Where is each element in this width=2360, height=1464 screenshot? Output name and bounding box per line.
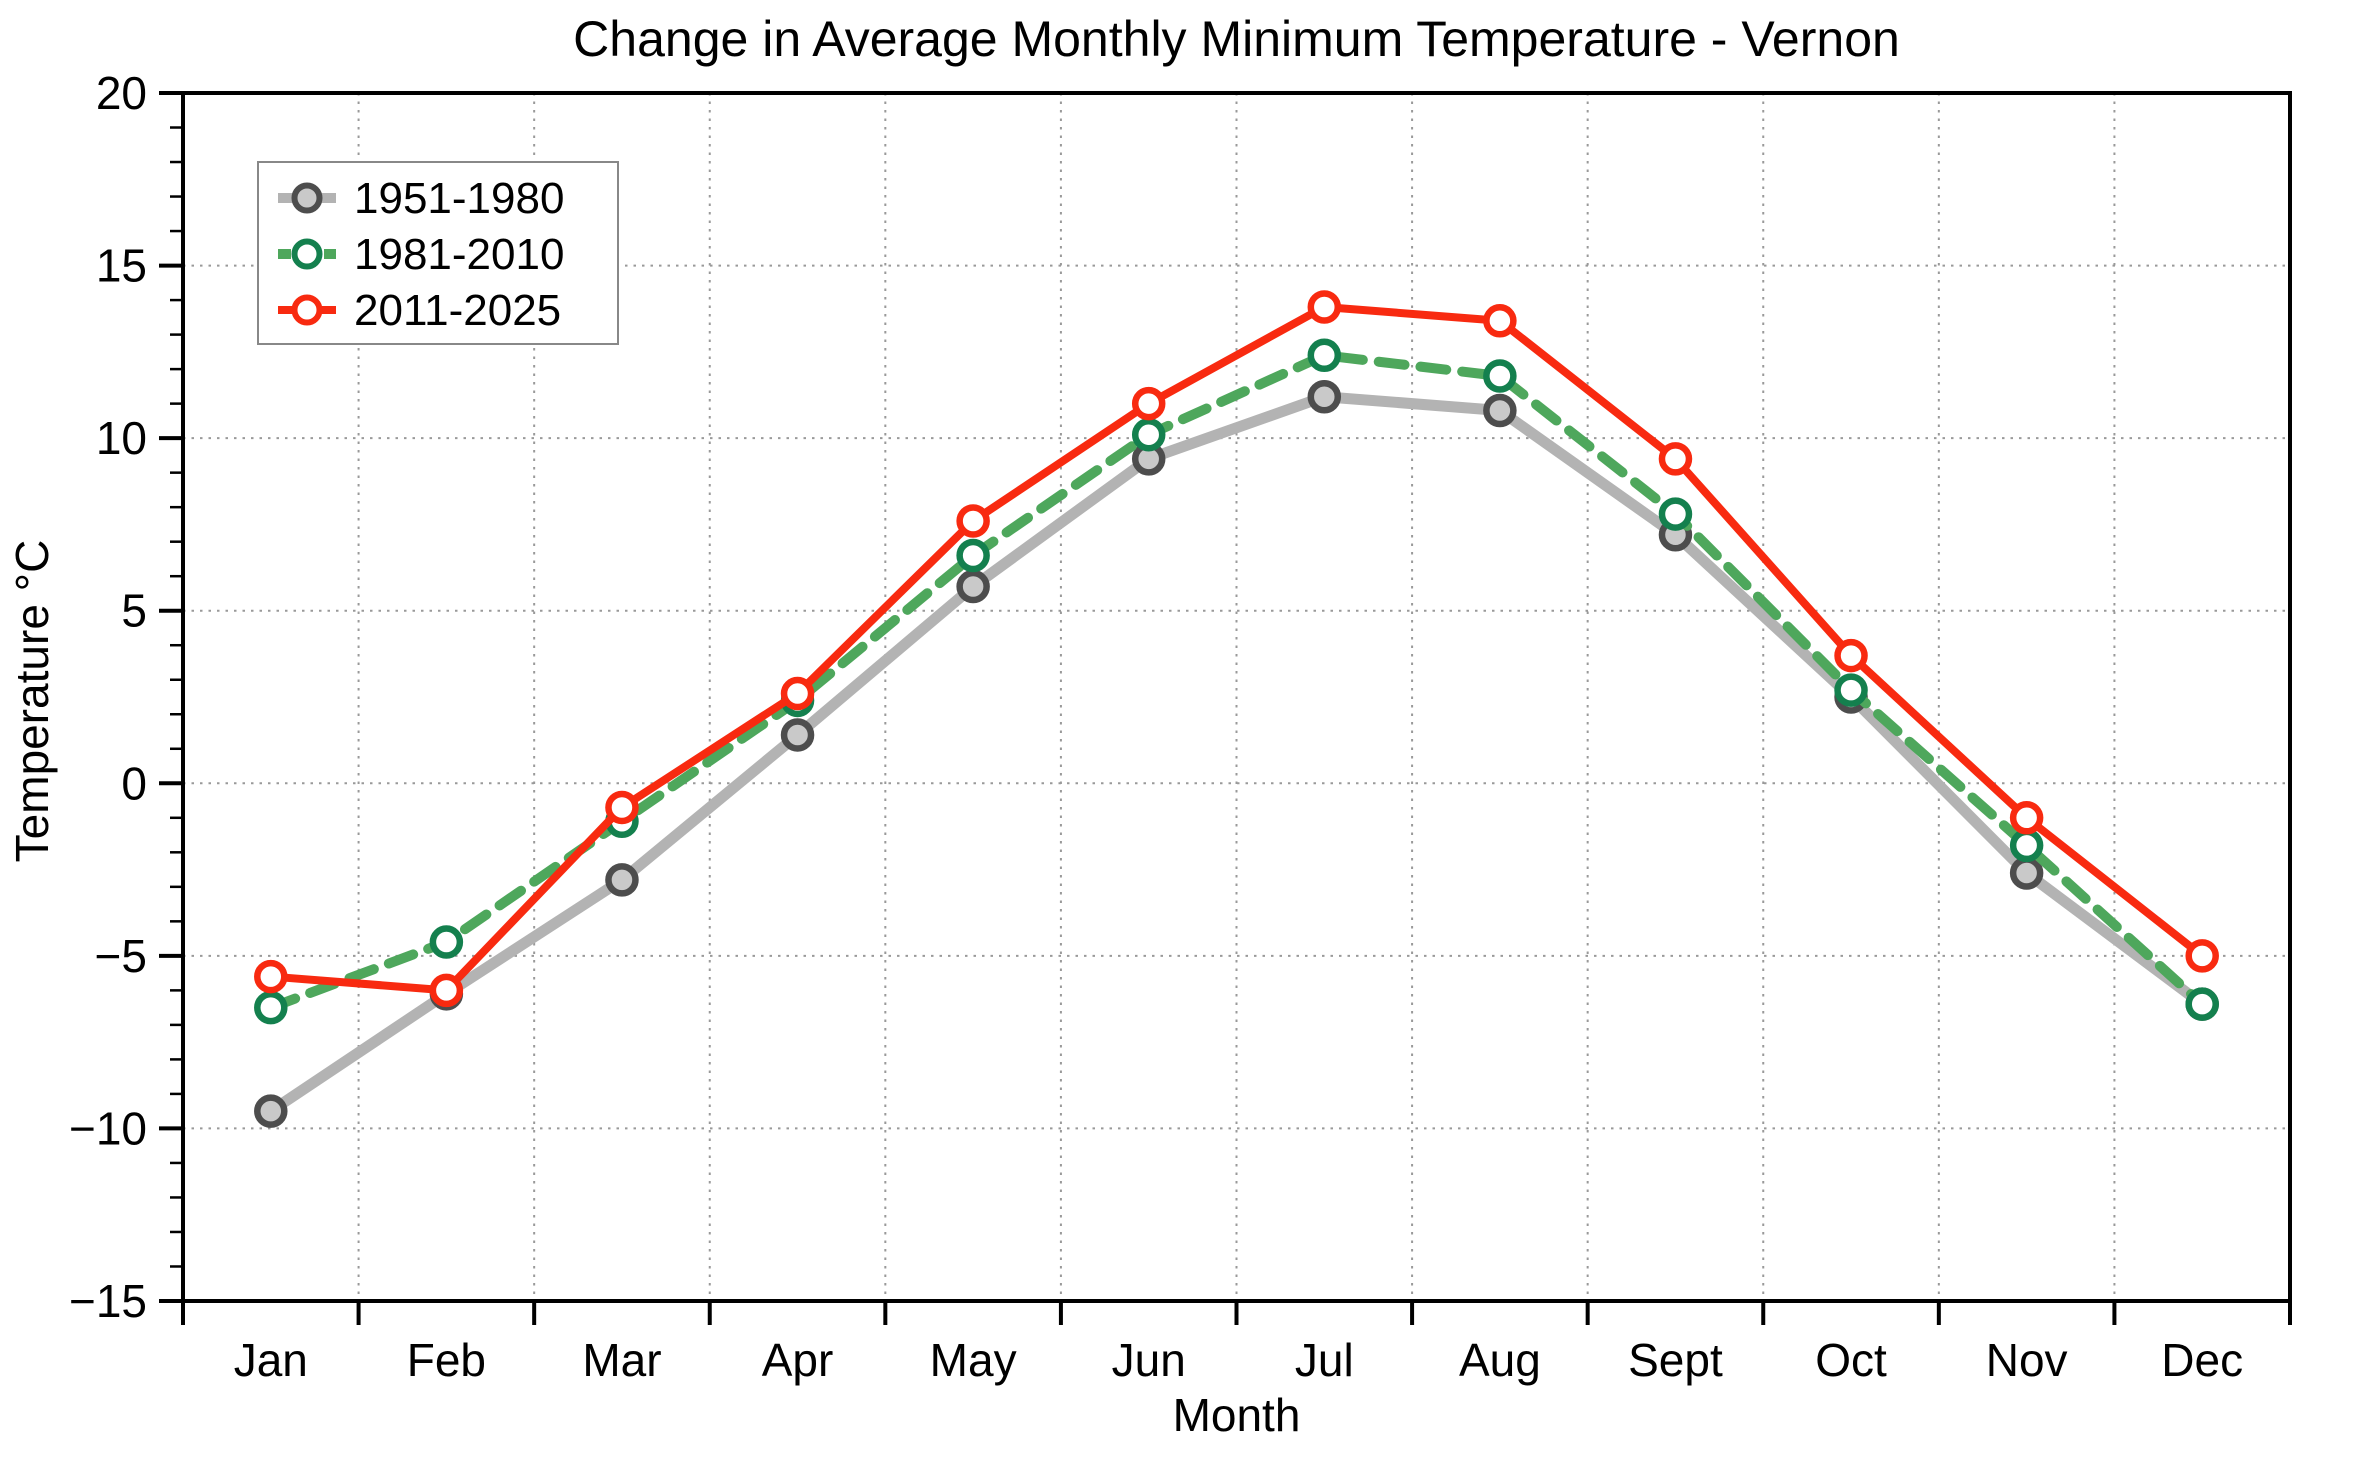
marker-1951-1980-Nov [2009, 856, 2044, 890]
y-tick-label: −10 [69, 1102, 147, 1154]
y-tick-label: 5 [121, 585, 147, 637]
marker-1951-1980-Mar [605, 863, 639, 897]
plot-frame [181, 91, 2292, 1303]
marker-2011-2025-Feb [429, 973, 464, 1008]
series-line [265, 391, 2208, 1117]
axis-ticks: 20 15 10 5 0 −5 −10 −15 Jan Feb Mar Apr May Jun Jul Aug… [69, 67, 2292, 1386]
y-tick-label: −15 [69, 1275, 147, 1327]
x-axis-label: Month [1172, 1389, 1301, 1441]
marker-2011-2025-Mar [605, 790, 639, 825]
x-tick-label: Mar [582, 1334, 661, 1386]
marker-1981-2010-Oct [1834, 673, 1868, 707]
marker-1951-1980-Jul [1307, 379, 1342, 414]
series-line [266, 302, 2207, 995]
legend-entry-1981-2010: 1981-2010 [278, 230, 564, 279]
marker-2011-2025-Oct [1834, 638, 1868, 673]
marker-2011-2025-Jun [1131, 386, 1166, 421]
marker-1981-2010-Jul [1307, 338, 1342, 373]
marker-2011-2025-Sept [1658, 442, 1693, 476]
legend-label: 2011-2025 [354, 286, 561, 335]
legend: 1951-1980 1981-2010 2011-2025 [257, 161, 619, 345]
x-tick-label: Jan [234, 1334, 308, 1386]
series-1951-1980 [254, 379, 2219, 1128]
marker-2011-2025-May [956, 504, 990, 538]
marker-1951-1980-May [956, 569, 990, 604]
marker-1981-2010-Feb [429, 925, 464, 959]
marker-1951-1980-Apr [780, 718, 815, 752]
marker-2011-2025-Nov [2009, 801, 2044, 835]
chart-title: Change in Average Monthly Minimum Temper… [573, 11, 1900, 67]
marker-1981-2010-Dec [2185, 987, 2219, 1021]
marker-1981-2010-Aug [1483, 359, 1517, 393]
y-tick-label: 15 [96, 240, 147, 292]
legend-label: 1981-2010 [354, 230, 564, 279]
y-tick-label: 20 [96, 67, 147, 119]
marker-2011-2025-Apr [780, 676, 815, 711]
x-tick-label: May [930, 1334, 1017, 1386]
legend-label: 1951-1980 [354, 174, 564, 223]
legend-marker [291, 238, 323, 270]
x-tick-label: Sept [1628, 1334, 1723, 1386]
marker-1981-2010-Jan [254, 990, 288, 1025]
x-tick-label: Jun [1112, 1334, 1186, 1386]
gridlines [183, 93, 2290, 1301]
marker-1951-1980-Jan [254, 1094, 288, 1128]
marker-2011-2025-Dec [2185, 939, 2219, 973]
x-tick-label: Jul [1295, 1334, 1354, 1386]
marker-2011-2025-Jan [254, 959, 288, 994]
x-tick-label: Apr [762, 1334, 834, 1386]
marker-2011-2025-Jul [1307, 290, 1342, 324]
marker-1981-2010-May [956, 538, 990, 573]
y-tick-label: 10 [96, 412, 147, 464]
x-tick-label: Aug [1459, 1334, 1541, 1386]
marker-2011-2025-Aug [1483, 304, 1517, 338]
series-2011-2025 [254, 290, 2219, 1008]
legend-entry-2011-2025: 2011-2025 [278, 286, 561, 335]
legend-marker [291, 294, 323, 326]
legend-marker [291, 182, 323, 214]
x-tick-label: Dec [2161, 1334, 2243, 1386]
legend-entry-1951-1980: 1951-1980 [278, 174, 564, 223]
x-tick-label: Feb [407, 1334, 486, 1386]
marker-1981-2010-Jun [1131, 417, 1166, 452]
y-tick-label: 0 [121, 757, 147, 809]
marker-1951-1980-Aug [1483, 393, 1517, 428]
x-tick-label: Nov [1986, 1334, 2068, 1386]
marker-1981-2010-Nov [2009, 828, 2044, 863]
marker-1981-2010-Sept [1658, 497, 1693, 531]
y-tick-label: −5 [95, 930, 147, 982]
x-tick-label: Oct [1815, 1334, 1887, 1386]
